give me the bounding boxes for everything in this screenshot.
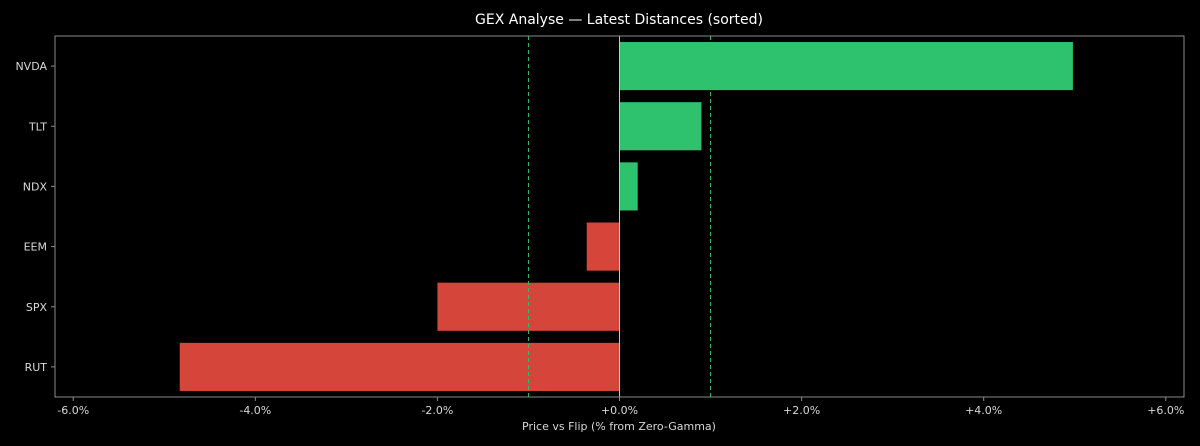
x-tick-label-6: +6.0% [1147, 404, 1184, 417]
y-tick-label-rut: RUT [25, 361, 48, 374]
bar-ndx [619, 162, 638, 211]
y-tick-label-spx: SPX [26, 301, 48, 314]
x-tick-label-2: -2.0% [421, 404, 453, 417]
bar-tlt [619, 102, 702, 151]
bar-nvda [619, 42, 1073, 91]
x-tick-label-5: +4.0% [965, 404, 1002, 417]
x-axis-label: Price vs Flip (% from Zero-Gamma) [522, 420, 716, 433]
x-tick-label-3: +0.0% [601, 404, 638, 417]
x-tick-label-4: +2.0% [783, 404, 820, 417]
y-tick-label-eem: EEM [24, 241, 47, 254]
y-tick-label-tlt: TLT [28, 120, 47, 133]
x-tick-label-1: -4.0% [239, 404, 271, 417]
y-tick-label-ndx: NDX [23, 180, 48, 193]
bar-eem [586, 222, 620, 271]
x-tick-label-0: -6.0% [57, 404, 89, 417]
y-tick-label-nvda: NVDA [15, 60, 47, 73]
bar-rut [179, 342, 620, 391]
chart-title: GEX Analyse — Latest Distances (sorted) [475, 12, 763, 28]
plot-area: NVDA TLT NDX EEM SPX RUT -6.0% -4.0% -2.0% +0.0% +… [15, 35, 1185, 417]
